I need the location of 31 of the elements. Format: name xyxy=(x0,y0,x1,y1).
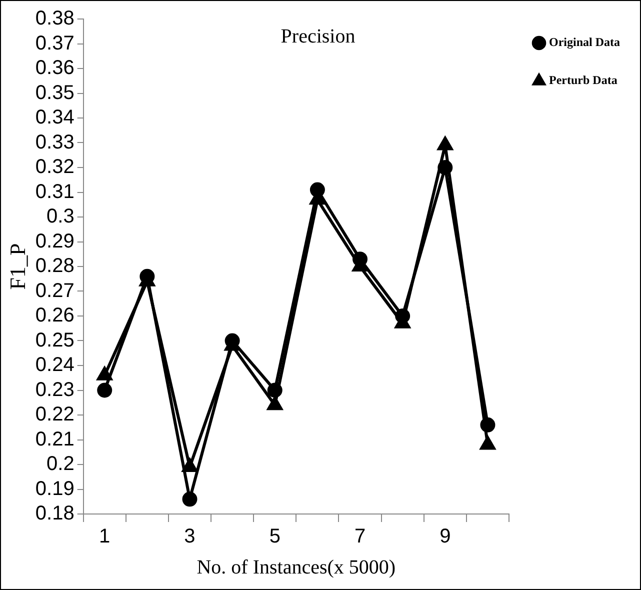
x-axis-title: No. of Instances(x 5000) xyxy=(196,556,396,578)
y-axis-title: F1_P xyxy=(4,243,30,290)
y-tick-label: 0.33 xyxy=(35,131,74,154)
y-tick-label: 0.27 xyxy=(35,280,74,302)
y-tick-label: 0.22 xyxy=(35,404,74,426)
x-tick-label: 1 xyxy=(99,526,110,548)
y-tick-label: 0.19 xyxy=(35,478,74,500)
y-tick-label: 0.3 xyxy=(46,206,74,228)
y-tick-label: 0.28 xyxy=(35,255,74,278)
y-tick-label: 0.34 xyxy=(35,106,74,129)
legend-label: Perturb Data xyxy=(549,73,618,88)
y-tick-label: 0.26 xyxy=(35,304,74,327)
y-tick-label: 0.31 xyxy=(35,180,74,203)
y-tick-label: 0.38 xyxy=(35,8,74,30)
y-tick-label: 0.23 xyxy=(35,378,74,401)
y-tick-label: 0.37 xyxy=(35,32,74,54)
y-tick-label: 0.36 xyxy=(35,57,74,80)
y-tick-label: 0.2 xyxy=(46,453,74,476)
x-tick-label: 3 xyxy=(184,526,196,548)
y-tick-label: 0.24 xyxy=(35,354,74,376)
x-tick-label: 5 xyxy=(269,526,280,548)
chart-title: Precision xyxy=(280,25,356,48)
y-tick-label: 0.32 xyxy=(35,156,74,178)
x-tick-label: 9 xyxy=(440,526,451,548)
x-tick-label: 7 xyxy=(354,526,366,548)
y-tick-label: 0.35 xyxy=(35,82,74,104)
legend-label: Original Data xyxy=(549,35,620,50)
y-tick-label: 0.29 xyxy=(35,230,74,252)
y-tick-label: 0.25 xyxy=(35,329,74,352)
y-tick-label: 0.18 xyxy=(35,502,74,525)
y-tick-label: 0.21 xyxy=(35,428,74,450)
